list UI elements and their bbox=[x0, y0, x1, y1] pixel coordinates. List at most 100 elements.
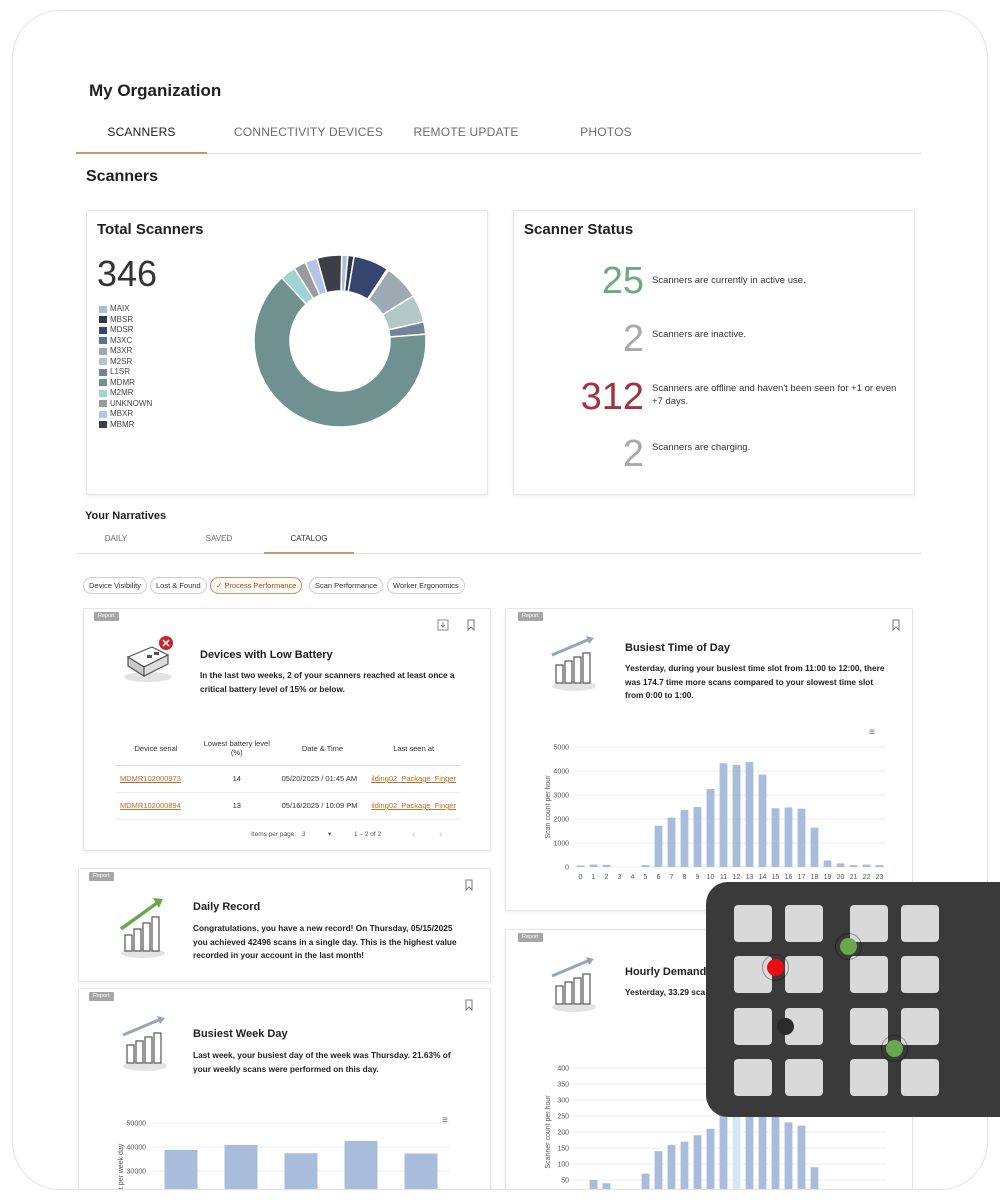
bar[interactable] bbox=[344, 1141, 378, 1190]
col-device-serial[interactable]: Device serial bbox=[116, 732, 196, 766]
tab-scanners[interactable]: SCANNERS bbox=[76, 115, 207, 154]
device-serial-link[interactable]: MDMR102000894 bbox=[120, 801, 181, 810]
bookmark-icon[interactable] bbox=[463, 999, 475, 1011]
legend-item[interactable]: MDMR bbox=[99, 378, 152, 389]
bar[interactable] bbox=[810, 827, 819, 867]
bar[interactable] bbox=[719, 1100, 728, 1190]
chip-device-visibility[interactable]: Device Visibility bbox=[83, 577, 147, 594]
bar[interactable] bbox=[706, 789, 715, 867]
tab-remote-update[interactable]: REMOTE UPDATE bbox=[413, 125, 519, 139]
bar[interactable] bbox=[654, 1151, 663, 1190]
green-dot[interactable] bbox=[886, 1040, 903, 1057]
bar[interactable] bbox=[706, 1128, 715, 1190]
bar[interactable] bbox=[823, 860, 832, 867]
bar[interactable] bbox=[745, 762, 754, 867]
legend-item[interactable]: M2MR bbox=[99, 388, 152, 399]
grid-key[interactable] bbox=[901, 905, 939, 942]
chart-menu-icon[interactable]: ≡ bbox=[869, 727, 875, 738]
bar[interactable] bbox=[284, 1153, 318, 1190]
legend-item[interactable]: MDSR bbox=[99, 325, 152, 336]
bar[interactable] bbox=[849, 865, 858, 867]
bar[interactable] bbox=[875, 865, 884, 867]
grid-key[interactable] bbox=[785, 956, 823, 993]
grid-key[interactable] bbox=[901, 1059, 939, 1096]
legend-item[interactable]: L1SR bbox=[99, 367, 152, 378]
bar[interactable] bbox=[602, 1183, 611, 1190]
grid-key[interactable] bbox=[734, 905, 772, 942]
bar[interactable] bbox=[745, 1090, 754, 1190]
prev-page-icon[interactable]: ‹ bbox=[412, 829, 416, 840]
chip-scan-performance[interactable]: Scan Performance bbox=[309, 577, 384, 594]
col-lowest-battery[interactable]: Lowest battery level (%) bbox=[195, 732, 278, 766]
bar[interactable] bbox=[732, 765, 741, 867]
tab-catalog[interactable]: CATALOG bbox=[264, 529, 354, 554]
bar[interactable] bbox=[680, 1141, 689, 1190]
bar[interactable] bbox=[589, 1180, 598, 1190]
grid-key[interactable] bbox=[850, 1059, 888, 1096]
bar[interactable] bbox=[602, 864, 611, 867]
chip-process-performance[interactable]: ✓ Process Performance bbox=[210, 577, 303, 594]
bar[interactable] bbox=[836, 863, 845, 867]
red-dot[interactable] bbox=[767, 959, 784, 976]
next-page-icon[interactable]: › bbox=[439, 829, 443, 840]
bar[interactable] bbox=[667, 817, 676, 867]
last-seen-link[interactable]: ilding02_Package_Finger bbox=[371, 774, 456, 783]
grid-key[interactable] bbox=[734, 1008, 772, 1045]
legend-item[interactable]: UNKNOWN bbox=[99, 399, 152, 410]
legend-item[interactable]: MBMR bbox=[99, 420, 152, 431]
col-date-time[interactable]: Date & Time bbox=[277, 732, 368, 766]
tab-saved[interactable]: SAVED bbox=[205, 534, 233, 543]
bar[interactable] bbox=[732, 1077, 741, 1190]
grid-key[interactable] bbox=[850, 1008, 888, 1045]
dark-dot[interactable] bbox=[777, 1018, 794, 1035]
tab-photos[interactable]: PHOTOS bbox=[580, 125, 632, 139]
chip-lost-found[interactable]: Lost & Found bbox=[150, 577, 207, 594]
donut-slice-mdmr[interactable] bbox=[253, 276, 427, 428]
grid-key[interactable] bbox=[785, 905, 823, 942]
bar[interactable] bbox=[641, 1173, 650, 1190]
grid-key[interactable] bbox=[901, 1008, 939, 1045]
bar[interactable] bbox=[797, 808, 806, 867]
bar[interactable] bbox=[641, 865, 650, 867]
grid-key[interactable] bbox=[734, 1059, 772, 1096]
bar[interactable] bbox=[164, 1149, 198, 1190]
col-last-seen[interactable]: Last seen at bbox=[367, 732, 460, 766]
grid-key[interactable] bbox=[901, 956, 939, 993]
green-dot[interactable] bbox=[840, 938, 857, 955]
download-icon[interactable] bbox=[437, 619, 449, 631]
bar[interactable] bbox=[576, 865, 585, 867]
bar[interactable] bbox=[693, 807, 702, 867]
bar[interactable] bbox=[758, 774, 767, 867]
bar[interactable] bbox=[771, 808, 780, 867]
bar[interactable] bbox=[404, 1153, 438, 1190]
device-serial-link[interactable]: MDMR102000973 bbox=[120, 774, 181, 783]
bar[interactable] bbox=[654, 825, 663, 867]
legend-item[interactable]: M3XR bbox=[99, 346, 152, 357]
donut-slice-mbmr[interactable] bbox=[316, 254, 343, 294]
bar[interactable] bbox=[784, 807, 793, 867]
bar[interactable] bbox=[680, 809, 689, 867]
grid-key[interactable] bbox=[850, 956, 888, 993]
bar[interactable] bbox=[589, 864, 598, 867]
legend-item[interactable]: MBXR bbox=[99, 409, 152, 420]
bar[interactable] bbox=[667, 1144, 676, 1190]
grid-key[interactable] bbox=[785, 1059, 823, 1096]
legend-item[interactable]: M2SR bbox=[99, 357, 152, 368]
bar[interactable] bbox=[693, 1135, 702, 1190]
bar[interactable] bbox=[771, 1103, 780, 1190]
bar[interactable] bbox=[784, 1122, 793, 1190]
legend-item[interactable]: MBSR bbox=[99, 315, 152, 326]
bar[interactable] bbox=[797, 1125, 806, 1190]
tab-connectivity-devices[interactable]: CONNECTIVITY DEVICES bbox=[233, 125, 384, 139]
bar[interactable] bbox=[862, 864, 871, 867]
last-seen-link[interactable]: ilding02_Package_Finger bbox=[371, 801, 456, 810]
tab-daily[interactable]: DAILY bbox=[104, 534, 128, 543]
bookmark-icon[interactable] bbox=[465, 619, 477, 631]
dropdown-caret-icon[interactable]: ▾ bbox=[328, 831, 332, 838]
legend-item[interactable]: M3XC bbox=[99, 336, 152, 347]
chip-worker-ergonomics[interactable]: Worker Ergonomics bbox=[387, 577, 465, 594]
items-per-page-select[interactable]: 3 bbox=[302, 831, 306, 838]
bookmark-icon[interactable] bbox=[890, 619, 902, 631]
chart-menu-icon[interactable]: ≡ bbox=[442, 1115, 448, 1126]
bar[interactable] bbox=[719, 763, 728, 867]
